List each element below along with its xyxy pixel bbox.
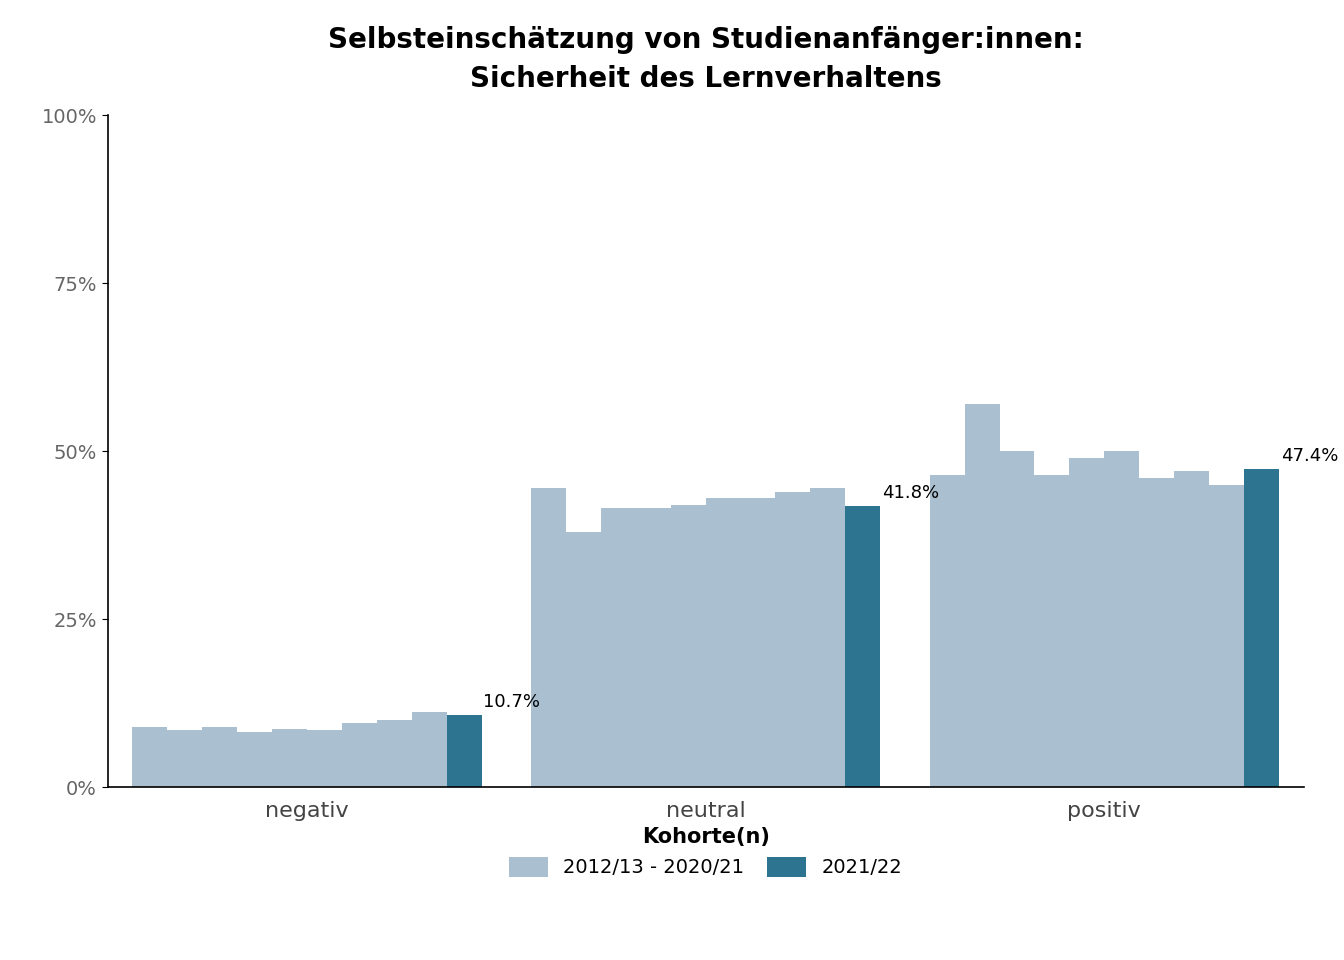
Bar [1105,451,1140,787]
Bar [601,509,636,787]
Text: 41.8%: 41.8% [882,484,939,502]
Bar [845,506,880,787]
Bar [271,729,306,787]
Bar [411,712,446,787]
Bar [167,730,202,787]
Bar [810,488,845,787]
Bar [202,727,237,787]
Bar [1035,475,1070,787]
Text: 10.7%: 10.7% [484,693,540,711]
Bar [636,509,671,787]
Bar [706,498,741,787]
Title: Selbsteinschätzung von Studienanfänger:innen:
Sicherheit des Lernverhaltens: Selbsteinschätzung von Studienanfänger:i… [328,27,1083,93]
Bar [1140,478,1175,787]
Bar [306,730,341,787]
Bar [237,732,271,787]
Bar [965,404,1000,787]
Bar [775,492,810,787]
Legend: 2012/13 - 2020/21, 2021/22: 2012/13 - 2020/21, 2021/22 [501,819,910,885]
Bar [1000,451,1035,787]
Bar [132,727,167,787]
Bar [566,532,601,787]
Bar [1245,468,1279,787]
Bar [1070,458,1105,787]
Bar [671,505,706,787]
Bar [446,715,481,787]
Bar [741,498,775,787]
Text: 47.4%: 47.4% [1281,446,1339,465]
Bar [930,475,965,787]
Bar [1210,485,1245,787]
Bar [341,724,376,787]
Bar [376,720,411,787]
Bar [531,488,566,787]
Bar [1175,471,1210,787]
